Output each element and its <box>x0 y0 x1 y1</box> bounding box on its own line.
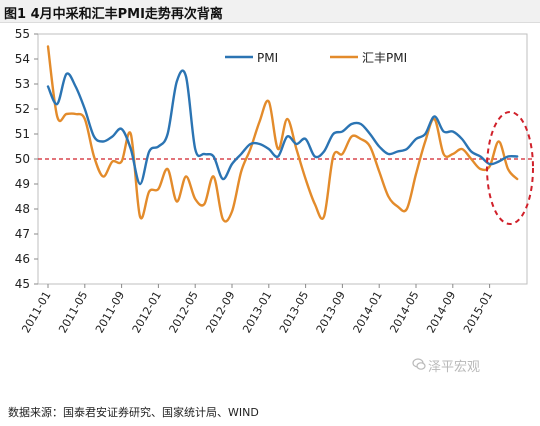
legend-label: PMI <box>257 51 278 65</box>
y-tick-label: 52 <box>15 102 30 116</box>
x-tick-label: 2011-01 <box>19 289 53 335</box>
legend-label: 汇丰PMI <box>362 51 407 65</box>
divergence-highlight-ellipse <box>486 111 534 225</box>
watermark: 泽平宏观 <box>428 360 481 375</box>
y-tick-label: 55 <box>15 27 30 41</box>
series-line-hsbc-pmi <box>46 45 519 223</box>
x-tick-label: 2012-05 <box>167 289 201 335</box>
x-tick-label: 2013-09 <box>314 289 348 335</box>
chart-title: 图1 4月中采和汇丰PMI走势再次背离 <box>4 7 223 22</box>
y-tick-label: 49 <box>15 177 30 191</box>
x-tick-label: 2012-09 <box>203 289 237 335</box>
y-tick-label: 53 <box>15 77 30 91</box>
data-source: 数据来源：国泰君安证券研究、国家统计局、WIND <box>8 406 259 419</box>
series-line-pmi <box>46 69 519 186</box>
y-tick-label: 54 <box>15 52 30 66</box>
x-tick-label: 2011-09 <box>93 289 127 335</box>
x-tick-label: 2013-01 <box>240 289 274 335</box>
wechat-icon <box>412 358 426 370</box>
x-tick-label: 2014-05 <box>387 289 421 335</box>
x-tick-label: 2014-01 <box>351 289 385 335</box>
x-tick-label: 2012-01 <box>130 289 164 335</box>
y-tick-label: 51 <box>15 127 30 141</box>
x-tick-label: 2011-05 <box>56 289 90 335</box>
y-tick-label: 48 <box>15 202 30 216</box>
x-tick-label: 2013-05 <box>277 289 311 335</box>
y-tick-label: 45 <box>15 277 30 291</box>
title-bar: 图1 4月中采和汇丰PMI走势再次背离 <box>0 0 540 23</box>
x-tick-label: 2014-09 <box>424 289 458 335</box>
y-tick-label: 50 <box>15 152 30 166</box>
chart: 45 46 47 48 49 50 51 52 53 54 55 2011-01 2011-05 2011… <box>15 27 535 335</box>
y-tick-label: 46 <box>15 252 30 266</box>
x-tick-label: 2015-01 <box>461 289 495 335</box>
y-tick-label: 47 <box>15 227 30 241</box>
